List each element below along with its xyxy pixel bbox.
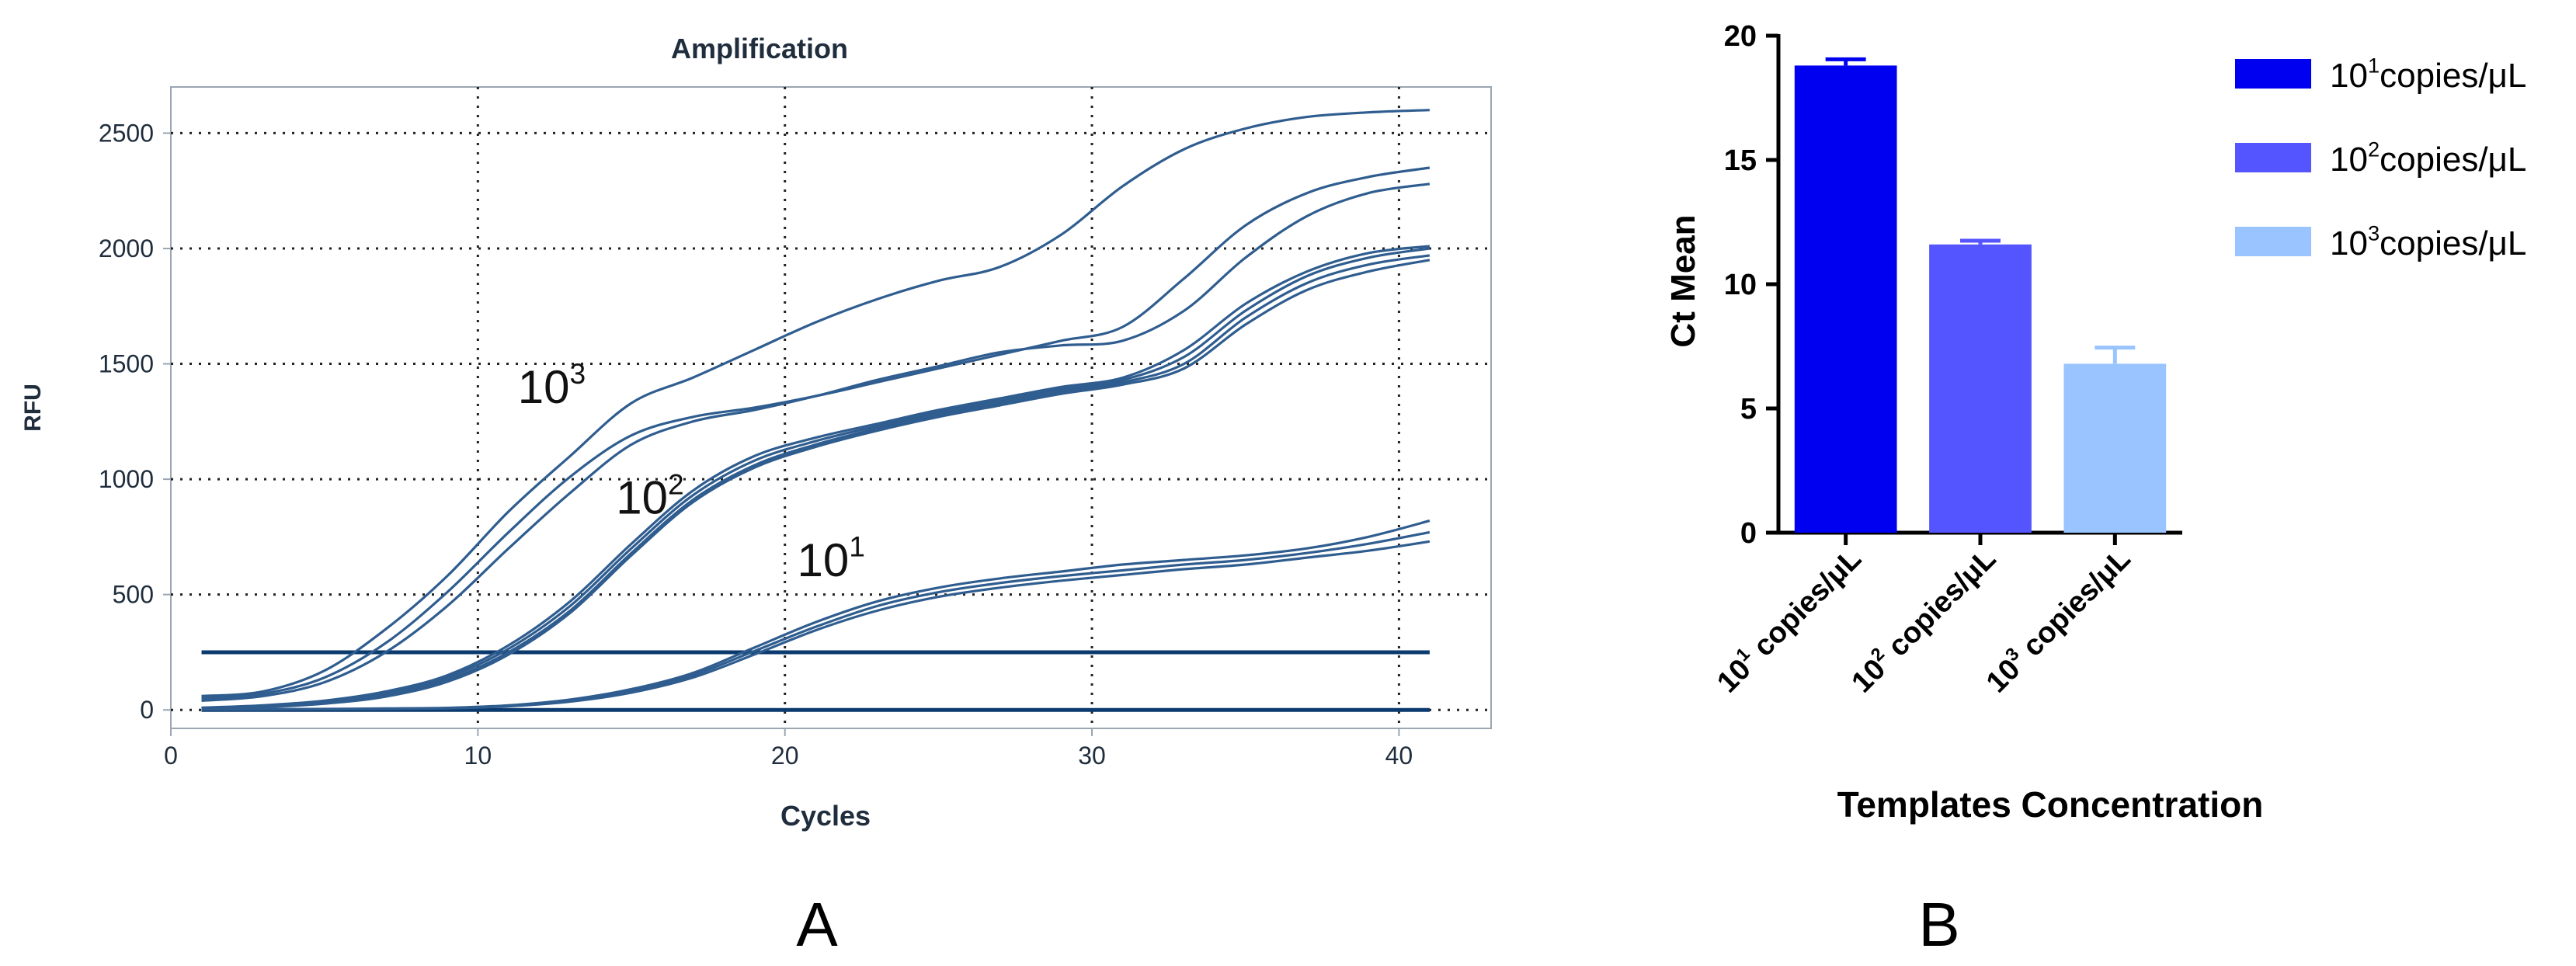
panel-a-label: A (796, 890, 838, 959)
panel-b-x-tick-label-2: 103 copies/μL (1978, 540, 2137, 700)
panel-a-annotation-1-exponent: 2 (668, 467, 684, 500)
panel-b-bars (1794, 65, 2167, 533)
panel-a-series-line-5 (201, 254, 1431, 710)
panel-b-legend-label-1-suffix: copies/μL (2380, 141, 2526, 179)
panel-b-y-tick-label-3: 15 (1724, 144, 1757, 177)
panel-a-series-line-0 (201, 109, 1430, 697)
panel-a-annotation-2-base: 10 (798, 534, 850, 586)
panel-a-x-tick-label-0: 0 (164, 742, 178, 770)
panel-b-legend-label-0-base: 10 (2330, 57, 2368, 95)
panel-a-series-line-6 (201, 259, 1431, 711)
panel-a-grid (171, 87, 1491, 728)
panel-b-label: B (1918, 890, 1959, 959)
panel-a-y-tick-label-2: 1000 (99, 465, 154, 493)
panel-a-annotation-1: 102 (616, 467, 683, 523)
panel-b-y-tick-label-0: 0 (1740, 517, 1757, 550)
panel-b-legend-label-0-suffix: copies/μL (2380, 57, 2526, 95)
panel-a-annotation-2-exponent: 1 (849, 530, 865, 563)
panel-b-x-tick-label-2-suffix: copies/μL (2011, 543, 2137, 669)
panel-a-title: Amplification (671, 33, 848, 64)
panel-b-legend-label-2: 103copies/μL (2330, 221, 2526, 262)
panel-a-series-line-9 (201, 540, 1431, 711)
panel-b-y-tick-label-4: 20 (1724, 20, 1757, 53)
panel-a-y-tick-label-1: 500 (113, 581, 154, 609)
panel-b-legend-label-2-exponent: 3 (2368, 221, 2380, 245)
panel-b-legend-label-0-exponent: 1 (2368, 54, 2380, 78)
panel-a-x-axis-label: Cycles (780, 800, 871, 832)
panel-a-thresholds (201, 650, 1430, 712)
panel-a-series-line-4 (201, 247, 1431, 710)
panel-a-y-tick-label-0: 0 (140, 696, 154, 724)
panel-b-legend-label-1-exponent: 2 (2368, 137, 2380, 162)
panel-a-annotation-0: 103 (518, 357, 586, 413)
panel-b-y-axis-label: Ct Mean (1664, 214, 1702, 347)
panel-a-annotation-0-base: 10 (518, 361, 570, 413)
panel-a-y-tick-label-3: 1500 (99, 350, 154, 378)
panel-a-y-tick-label-5: 2500 (99, 119, 154, 147)
panel-b-legend-label-1: 102copies/μL (2330, 137, 2526, 179)
panel-b-x-tick-label-0-suffix: copies/μL (1741, 543, 1868, 669)
panel-a-annotation-2: 101 (798, 530, 865, 586)
panel-b-legend-label-0: 101copies/μL (2330, 54, 2526, 95)
panel-a-y-ticks: 0 500 1000 1500 2000 2500 (99, 119, 171, 724)
panel-b-legend-swatch-1 (2235, 143, 2311, 172)
panel-b-y-ticks: 0 5 10 15 20 (1724, 20, 1778, 550)
panel-a-x-tick-label-4: 40 (1385, 742, 1413, 770)
panel-a-annotation-1-base: 10 (616, 472, 668, 524)
panel-b-legend-label-1-base: 10 (2330, 141, 2368, 179)
panel-b-bar-0 (1794, 65, 1897, 533)
panel-b-error-bars (1825, 57, 2136, 364)
panel-b-bar-2 (2063, 363, 2167, 533)
panel-a-x-tick-label-3: 30 (1078, 742, 1106, 770)
panel-a-series-lines (201, 109, 1431, 711)
panel-a-x-tick-label-1: 10 (464, 742, 492, 770)
panel-b-y-tick-label-2: 10 (1724, 269, 1757, 301)
panel-a-annotation-0-exponent: 3 (569, 357, 586, 390)
panel-b-legend-label-2-suffix: copies/μL (2380, 224, 2526, 262)
panel-b-legend-swatch-0 (2235, 59, 2311, 89)
panel-a-series-line-2 (201, 182, 1431, 702)
panel-b-legend-swatch-2 (2235, 227, 2311, 256)
panel-b-x-tick-label-0: 101 copies/μL (1709, 540, 1868, 700)
panel-a-x-tick-label-2: 20 (771, 742, 799, 770)
panel-a-y-axis-label: RFU (20, 384, 46, 432)
panel-b-bar-1 (1929, 244, 2032, 533)
panel-a-x-ticks: 0 10 20 30 40 (164, 728, 1413, 770)
panel-a-y-tick-label-4: 2000 (99, 235, 154, 262)
panel-b-legend-label-2-base: 10 (2330, 224, 2368, 262)
panel-b-x-tick-label-1-suffix: copies/μL (1876, 543, 2003, 669)
panel-b-x-tick-label-1: 102 copies/μL (1844, 540, 2003, 700)
panel-b-x-axis-label: Templates Concentration (1837, 784, 2264, 825)
panel-b-y-tick-label-1: 5 (1740, 393, 1757, 426)
panel-a-series-line-3 (201, 245, 1431, 709)
panel-a-plot-frame (170, 86, 1492, 729)
